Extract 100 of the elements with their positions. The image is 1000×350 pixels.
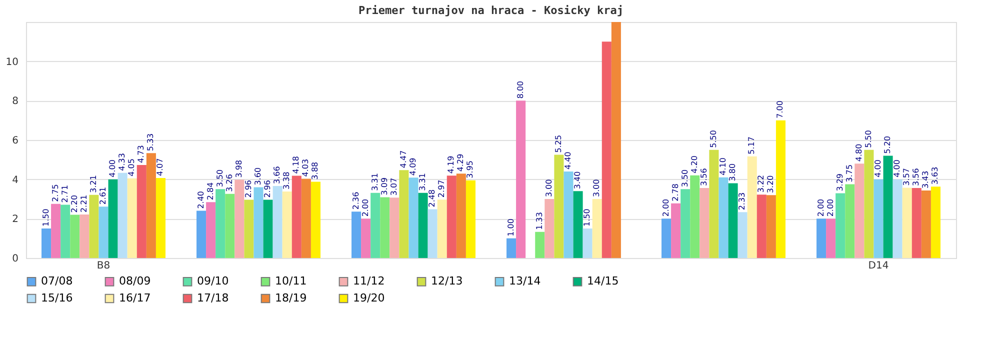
data-label: 5.50 xyxy=(864,130,873,148)
legend-label: 18/19 xyxy=(275,292,307,304)
data-label: 1.50 xyxy=(582,208,592,226)
bar xyxy=(437,200,447,258)
bar xyxy=(845,184,855,258)
data-label: 3.63 xyxy=(930,166,940,185)
data-label: 1.50 xyxy=(41,208,50,226)
data-label: 3.07 xyxy=(389,178,398,196)
data-label: 2.84 xyxy=(206,182,215,200)
data-label: 3.31 xyxy=(370,173,380,191)
bar xyxy=(361,218,371,258)
data-label: 1.33 xyxy=(534,212,544,230)
data-label: 4.73 xyxy=(136,145,146,163)
data-label: 5.20 xyxy=(883,136,892,154)
y-tick-label: 0 xyxy=(12,254,18,264)
bar xyxy=(42,228,52,258)
data-label: 4.00 xyxy=(874,160,882,178)
bar xyxy=(408,178,418,258)
bar xyxy=(108,179,118,258)
legend-label: 09/10 xyxy=(197,274,229,288)
bar xyxy=(756,194,766,258)
bar xyxy=(156,178,166,258)
data-label: 3.56 xyxy=(912,168,921,186)
data-label: 4.33 xyxy=(118,153,127,171)
data-label: 3.60 xyxy=(254,167,262,186)
data-label: 4.18 xyxy=(292,156,301,174)
bar xyxy=(592,199,602,258)
data-label: 2.33 xyxy=(738,192,747,210)
bar xyxy=(282,192,292,258)
bar xyxy=(380,197,390,258)
bar xyxy=(466,180,476,258)
y-tick-label: 4 xyxy=(12,174,18,186)
bar xyxy=(690,175,700,258)
bar xyxy=(98,206,108,258)
bar xyxy=(892,179,902,258)
data-label: 3.66 xyxy=(272,166,282,184)
y-tick-label: 6 xyxy=(12,136,18,146)
bar xyxy=(292,176,302,258)
bar xyxy=(709,150,719,258)
bar xyxy=(516,100,526,258)
data-label: 2.61 xyxy=(98,186,108,205)
bar xyxy=(930,186,940,258)
bar xyxy=(80,214,90,258)
data-label: 5.25 xyxy=(554,134,563,153)
legend-label: 17/18 xyxy=(197,292,229,304)
bar xyxy=(718,177,728,258)
bar xyxy=(136,164,146,258)
bar xyxy=(854,164,864,258)
data-label: 4.00 xyxy=(892,160,902,178)
data-label: 4.05 xyxy=(127,158,136,176)
data-label: 5.17 xyxy=(747,136,756,154)
bar xyxy=(225,194,235,258)
data-label: 4.03 xyxy=(301,158,310,177)
bar xyxy=(428,209,438,258)
data-label: 2.00 xyxy=(826,198,835,217)
data-label: 3.40 xyxy=(573,171,582,190)
data-label: 2.97 xyxy=(437,180,446,198)
data-label: 3.38 xyxy=(282,172,292,190)
bar xyxy=(883,156,893,258)
bar xyxy=(582,228,592,258)
bar xyxy=(60,204,70,258)
data-label: 2.71 xyxy=(60,184,70,203)
bar xyxy=(352,212,362,258)
data-label: 3.80 xyxy=(728,163,738,182)
data-label: 8.00 xyxy=(516,80,525,99)
bar xyxy=(254,187,264,258)
data-label: 3.56 xyxy=(699,168,708,186)
legend-label: 11/12 xyxy=(353,274,385,288)
data-label: 2.96 xyxy=(263,180,272,198)
data-label: 4.19 xyxy=(446,156,456,174)
data-label: 2.96 xyxy=(244,180,253,198)
bar xyxy=(921,190,931,258)
data-label: 2.36 xyxy=(351,192,360,210)
data-label: 4.09 xyxy=(408,158,418,176)
data-label: 2.20 xyxy=(70,194,79,213)
data-label: 3.00 xyxy=(544,179,554,197)
bar xyxy=(146,153,156,258)
bar xyxy=(902,188,912,258)
bar xyxy=(766,195,776,258)
bar xyxy=(301,178,311,258)
bar xyxy=(206,202,216,258)
bar xyxy=(399,170,409,258)
legend-label: 19/20 xyxy=(353,292,385,304)
bar xyxy=(216,189,226,258)
bar xyxy=(118,172,128,258)
x-tick-label: B8 xyxy=(96,260,110,272)
data-label: 2.48 xyxy=(428,189,437,208)
data-label: 5.33 xyxy=(146,133,156,152)
y-tick-label: 10 xyxy=(6,56,18,68)
data-label: 4.20 xyxy=(690,156,699,174)
data-label: 4.40 xyxy=(564,152,572,170)
bar xyxy=(390,198,400,258)
data-label: 2.78 xyxy=(670,184,680,202)
bar xyxy=(263,200,273,258)
y-tick-label: 2 xyxy=(12,214,18,226)
data-label: 4.29 xyxy=(456,154,466,172)
data-label: 2.40 xyxy=(196,190,206,209)
data-label: 3.09 xyxy=(380,177,389,196)
data-label: 1.00 xyxy=(506,218,516,236)
chart-title: Priemer turnajov na hraca - Kosicky kraj xyxy=(358,4,624,17)
